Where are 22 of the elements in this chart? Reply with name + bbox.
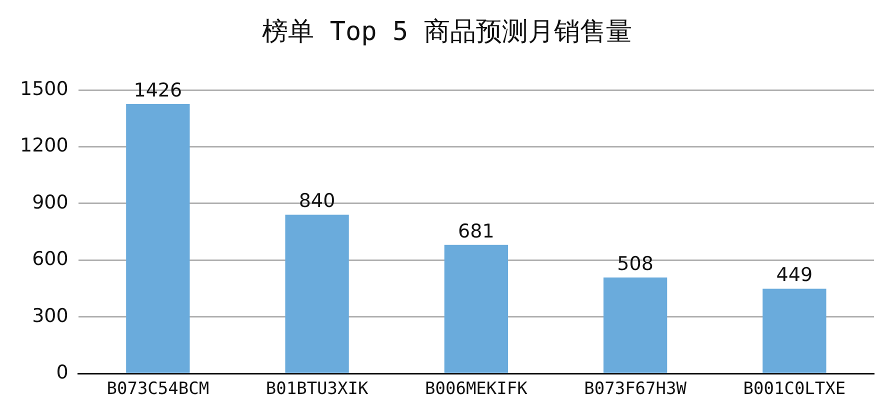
bar xyxy=(444,244,508,373)
x-tick-label: B006MEKIFK xyxy=(424,379,528,400)
y-tick-label: 300 xyxy=(32,304,68,327)
y-tick-label: 0 xyxy=(56,362,68,384)
data-label: 1426 xyxy=(134,79,182,102)
y-tick-label: 1200 xyxy=(20,134,68,157)
data-label: 681 xyxy=(458,220,494,242)
data-label: 449 xyxy=(776,264,813,286)
x-tick-label: B001C0LTXE xyxy=(743,379,846,400)
bar xyxy=(762,288,826,373)
chart-title: 榜单 Top 5 商品预测月销售量 xyxy=(261,16,633,49)
y-tick-label: 900 xyxy=(32,191,68,214)
x-tick-label: B073C54BCM xyxy=(106,379,210,400)
x-tick-label: B073F67H3W xyxy=(584,379,688,400)
bar xyxy=(603,278,668,373)
data-label: 840 xyxy=(298,190,336,212)
bar xyxy=(285,214,349,373)
bar xyxy=(126,104,190,373)
y-tick-label: 1500 xyxy=(20,78,68,100)
x-tick-label: B01BTU3XIK xyxy=(266,379,369,400)
data-label: 508 xyxy=(617,252,654,275)
y-tick-label: 600 xyxy=(32,248,68,270)
